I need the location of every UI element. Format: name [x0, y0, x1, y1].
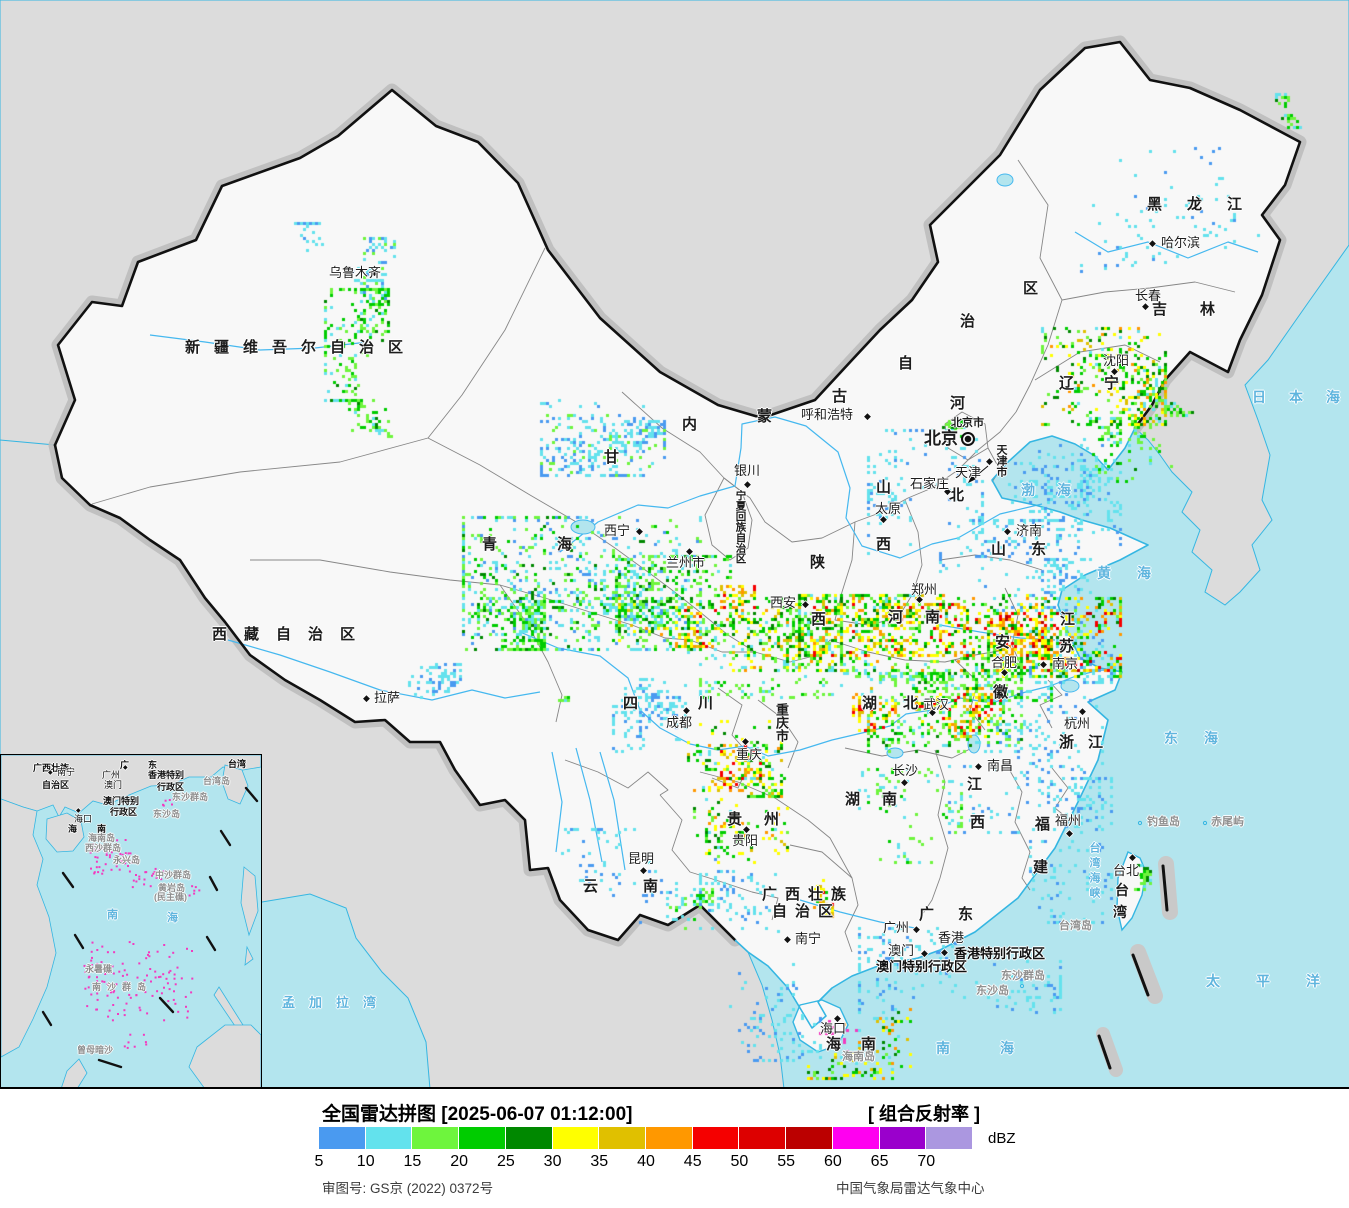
reflectivity-colorbar: [319, 1127, 974, 1149]
inset-label: 香港特别: [148, 770, 185, 780]
colorbar-tick: 50: [730, 1153, 749, 1170]
colorbar-segment: [646, 1127, 693, 1149]
inset-label: 永暑礁: [85, 964, 113, 974]
inset-label: 广西壮族: [33, 763, 70, 773]
colorbar-tick: 5: [314, 1153, 324, 1170]
inset-label: 东沙岛: [153, 809, 181, 819]
colorbar-segment: [599, 1127, 647, 1149]
inset-city-marker: ◆: [48, 770, 53, 776]
inset-label: 台湾岛: [203, 776, 231, 786]
inset-label: 广: [120, 760, 130, 770]
inset-land: [1, 755, 261, 1087]
colorbar-segment: [412, 1127, 460, 1149]
colorbar-tick: 40: [637, 1153, 655, 1170]
colorbar-tick: 60: [823, 1153, 842, 1170]
inset-label: 永兴岛: [113, 855, 141, 865]
unit-label: dBZ: [988, 1130, 1016, 1147]
colorbar-segment: [552, 1127, 600, 1149]
colorbar-segment: [786, 1127, 833, 1149]
inset-city-marker: ◆: [123, 765, 128, 771]
inset-label: 海口: [74, 814, 93, 824]
colorbar-ticks: 5 10 15 20 25 30 35 40 45 50 55 60 65 70: [315, 1153, 1019, 1171]
colorbar-tick: 25: [496, 1153, 515, 1170]
inset-label: 中沙群岛: [155, 870, 192, 880]
inset-label: 南: [97, 824, 107, 834]
inset-svg: [1, 755, 261, 1087]
colorbar-segment: [926, 1127, 974, 1149]
colorbar-tick: 35: [590, 1153, 609, 1170]
colorbar-segment: [459, 1127, 506, 1149]
colorbar-segment: [319, 1127, 366, 1149]
colorbar-segment: [365, 1127, 413, 1149]
inset-label: 海: [167, 912, 178, 924]
inset-label: 南: [107, 909, 118, 921]
inset-label: 曾母暗沙: [77, 1045, 114, 1055]
legend-title: 全国雷达拼图 [2025-06-07 01:12:00]: [322, 1104, 633, 1125]
inset-label: 海南岛: [88, 833, 116, 843]
inset-label: 广州: [102, 770, 121, 780]
inset-nine-dash-line: [41, 786, 259, 1069]
colorbar-segment: [505, 1127, 553, 1149]
inset-label: 海: [68, 824, 78, 834]
inset-label: 行政区: [110, 807, 138, 817]
inset-label: 台湾: [228, 759, 247, 769]
inset-island-groups: [83, 796, 201, 1049]
inset-label: 西沙群岛: [85, 843, 122, 853]
inset-label: 南宁: [57, 767, 76, 777]
inset-label: 黄岩岛: [158, 883, 186, 893]
inset-label: 东: [148, 760, 158, 770]
map-approval-number: 审图号: GS京 (2022) 0372号: [322, 1181, 494, 1196]
colorbar-tick: 55: [777, 1153, 796, 1170]
colorbar-tick: 70: [917, 1153, 936, 1170]
colorbar-tick: 30: [543, 1153, 562, 1170]
south-china-sea-inset: 广西壮族 自治区 南宁广东广州 澳门 香港特别 行政区 澳门特别 行政区 台湾 台湾岛 东沙群岛 东沙…: [0, 754, 262, 1087]
legend-panel: 全国雷达拼图 [2025-06-07 01:12:00] [ 组合反射率 ] d…: [0, 1089, 1349, 1206]
inset-label: 自治区: [42, 780, 70, 790]
inset-label: 东沙群岛: [172, 792, 209, 802]
inset-city-marker: ◆: [76, 808, 81, 814]
colorbar-tick: 10: [356, 1153, 375, 1170]
inset-label: 澳门特别: [103, 796, 140, 806]
colorbar-tick: 45: [683, 1153, 702, 1170]
inset-label: 行政区: [157, 782, 185, 792]
colorbar-segment: [879, 1127, 927, 1149]
inset-label: 南沙群岛: [92, 982, 153, 992]
data-source: 中国气象局雷达气象中心: [836, 1181, 985, 1196]
colorbar-tick: 20: [450, 1153, 469, 1170]
legend-product: [ 组合反射率 ]: [868, 1104, 980, 1124]
colorbar-tick: 65: [870, 1153, 889, 1170]
colorbar-segment: [832, 1127, 880, 1149]
china-radar-map: 新疆维吾尔自治区 西藏自治区 青海甘四川 云南内蒙古自治区宁夏回族自治区陕西山西河北山…: [0, 0, 1349, 1089]
capital-symbol: [961, 432, 975, 446]
inset-label: 澳门: [104, 780, 123, 790]
colorbar-tick: 15: [403, 1153, 422, 1170]
colorbar-segment: [692, 1127, 740, 1149]
colorbar-segment: [739, 1127, 787, 1149]
inset-label: (民主礁): [154, 892, 187, 902]
